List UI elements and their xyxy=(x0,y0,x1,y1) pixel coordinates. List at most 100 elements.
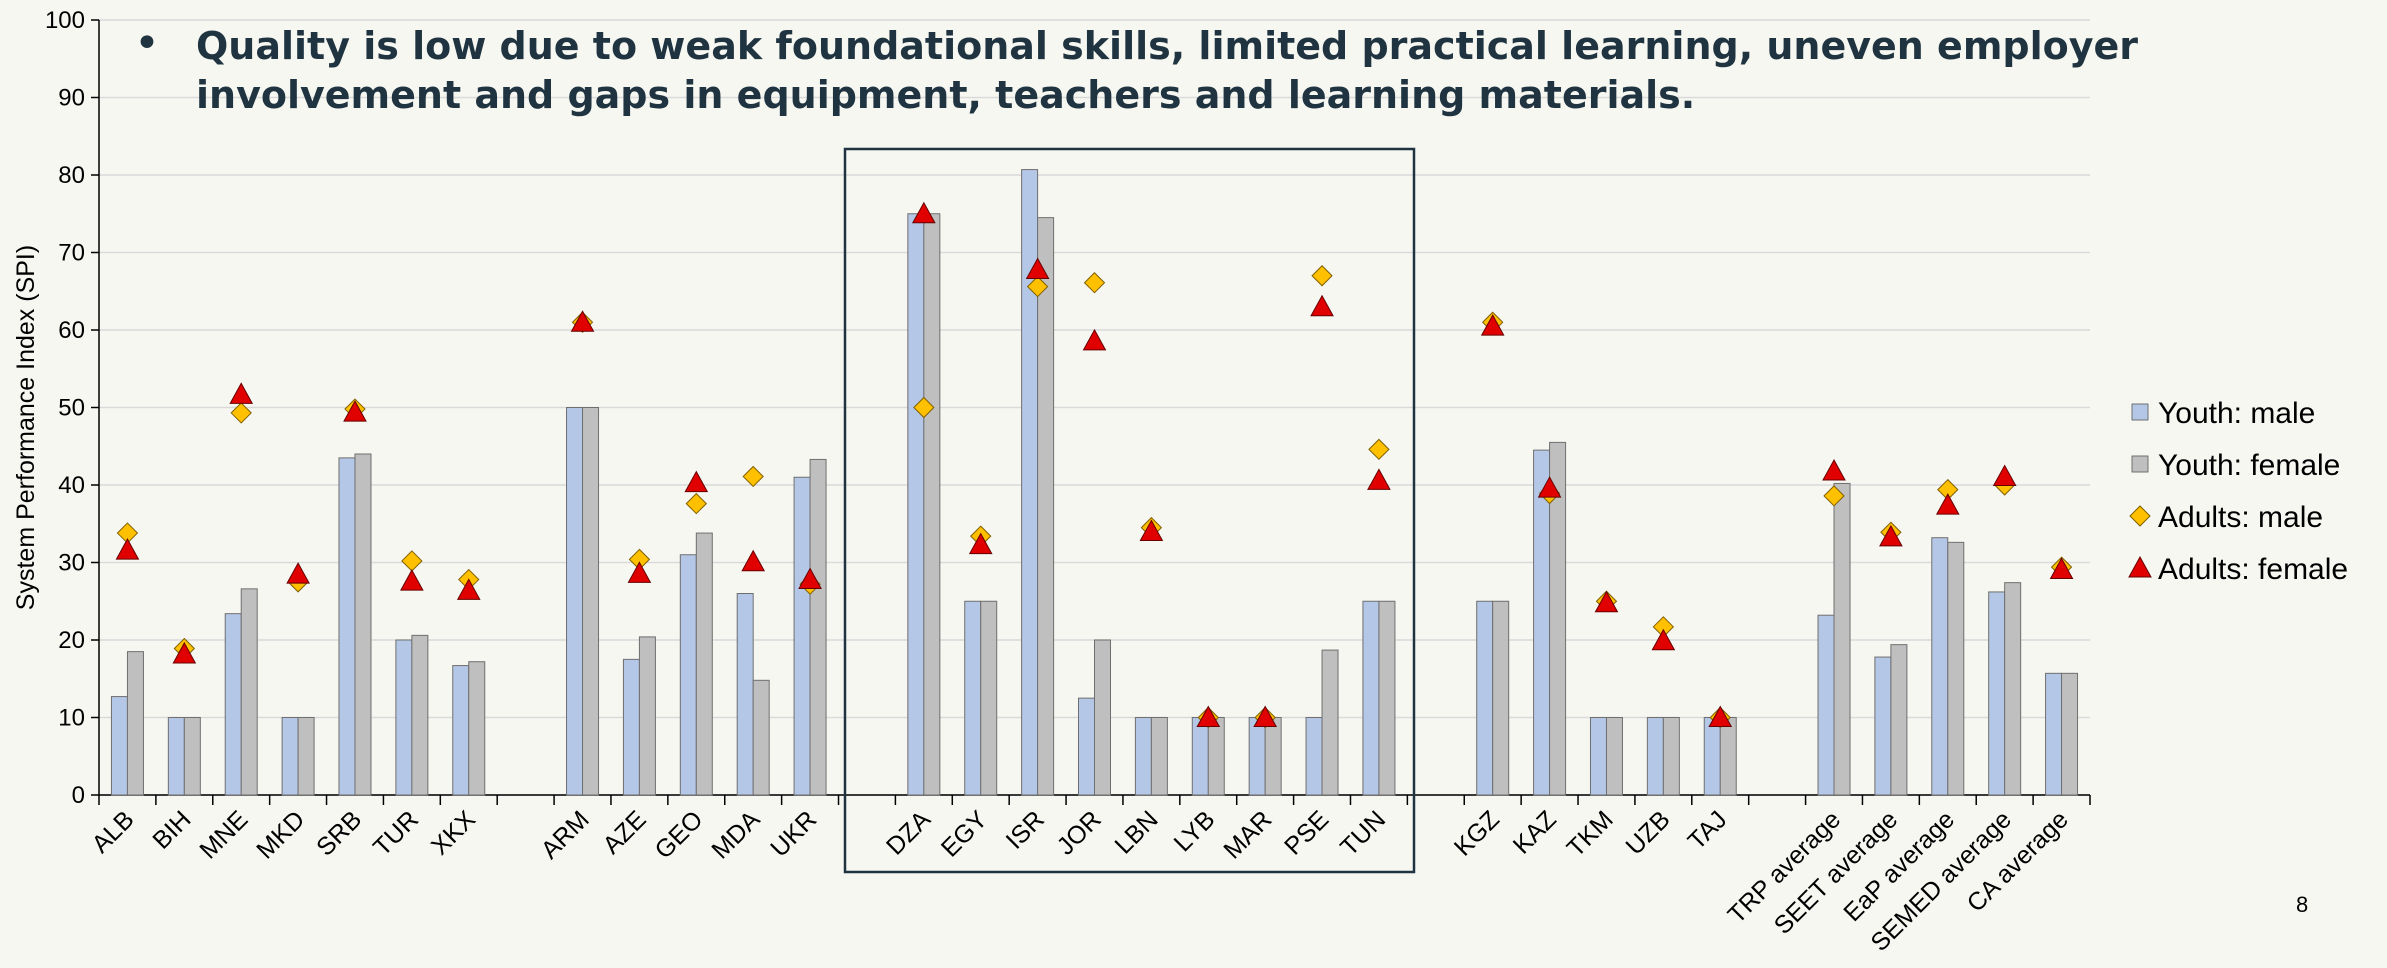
y-tick-label: 50 xyxy=(58,395,85,422)
triangle-marker xyxy=(741,549,766,572)
legend-swatch xyxy=(2128,555,2152,578)
triangle-marker xyxy=(684,470,709,493)
bar xyxy=(2004,582,2022,796)
bar xyxy=(1378,600,1396,796)
x-tick-label: GEO xyxy=(649,805,708,864)
bar xyxy=(240,588,258,796)
x-tick-label: ISR xyxy=(1001,805,1050,854)
x-tick-label: UKR xyxy=(765,805,822,862)
bar xyxy=(923,213,941,796)
bar xyxy=(695,532,713,796)
legend-swatch xyxy=(2131,455,2149,473)
x-tick-label: KGZ xyxy=(1449,805,1505,861)
x-tick-label: KAZ xyxy=(1508,805,1562,859)
triangle-marker xyxy=(968,532,993,555)
x-tick-label: DZA xyxy=(881,805,936,860)
bar xyxy=(1646,717,1664,796)
bar xyxy=(1094,639,1111,796)
y-tick-label: 60 xyxy=(58,317,85,344)
triangle-marker xyxy=(1651,628,1676,651)
triangle-marker xyxy=(2049,557,2074,579)
triangle-marker xyxy=(343,400,367,422)
diamond-marker xyxy=(401,550,423,572)
triangle-marker xyxy=(1367,468,1391,490)
bar xyxy=(1817,614,1835,796)
x-tick-label: TKM xyxy=(1562,805,1619,862)
x-tick-label: ALB xyxy=(86,805,139,858)
bar xyxy=(1150,717,1168,796)
x-tick-label: MAR xyxy=(1218,805,1277,864)
bar xyxy=(622,658,640,796)
bar xyxy=(1362,600,1380,796)
bar xyxy=(793,476,811,796)
bar xyxy=(1305,717,1323,796)
bar xyxy=(1191,717,1209,796)
x-tick-label: MKD xyxy=(251,805,310,864)
bar xyxy=(1476,600,1494,796)
x-tick-label: LBN xyxy=(1109,805,1163,859)
bar xyxy=(1549,441,1567,796)
diamond-marker xyxy=(1311,265,1333,287)
bar xyxy=(167,717,185,796)
triangle-marker xyxy=(1992,464,2017,486)
bar xyxy=(110,696,128,796)
triangle-marker xyxy=(286,562,310,584)
triangle-marker xyxy=(172,641,197,664)
bar xyxy=(980,600,998,796)
y-tick-label: 0 xyxy=(72,782,85,809)
triangle-marker xyxy=(1935,493,1960,515)
x-tick-label: EGY xyxy=(936,805,993,862)
bar xyxy=(1947,541,1965,796)
triangle-marker xyxy=(1139,519,1164,541)
bar xyxy=(1533,449,1551,796)
triangle-marker xyxy=(1708,705,1733,727)
x-tick-label: XKX xyxy=(426,805,481,860)
x-tick-label: PSE xyxy=(1279,805,1334,860)
group-box xyxy=(843,147,1416,874)
y-tick-label: 80 xyxy=(58,162,85,189)
y-tick-label: 30 xyxy=(58,550,85,577)
bar xyxy=(1207,717,1225,796)
bar xyxy=(1833,482,1851,796)
bar xyxy=(679,554,697,796)
diamond-marker xyxy=(1368,438,1390,461)
bar xyxy=(1703,717,1721,796)
triangle-marker xyxy=(1537,476,1562,498)
bullet: • xyxy=(134,18,160,69)
bar xyxy=(395,639,413,796)
bar xyxy=(1988,591,2006,796)
bar xyxy=(2061,672,2079,796)
bar xyxy=(582,407,600,796)
triangle-marker xyxy=(400,569,424,591)
bar xyxy=(354,453,372,796)
triangle-marker xyxy=(1253,705,1278,727)
y-tick-label: 40 xyxy=(58,472,85,499)
diamond-marker xyxy=(1026,275,1049,298)
bar xyxy=(183,717,201,796)
y-tick-label: 100 xyxy=(45,7,85,34)
y-tick-label: 70 xyxy=(58,240,85,267)
triangle-marker xyxy=(1822,459,1846,481)
diamond-marker xyxy=(685,492,708,515)
triangle-marker xyxy=(570,310,595,332)
bar xyxy=(566,407,584,796)
triangle-marker xyxy=(1310,294,1334,317)
x-tick-label: UZB xyxy=(1620,805,1675,860)
triangle-marker xyxy=(115,538,140,560)
triangle-marker xyxy=(1082,328,1107,351)
triangle-marker xyxy=(1879,524,1903,547)
bar xyxy=(736,593,754,796)
bar xyxy=(1492,600,1510,796)
bar xyxy=(281,717,299,796)
bar xyxy=(1589,717,1607,796)
bar xyxy=(1248,717,1266,796)
bar xyxy=(1264,717,1282,796)
bar xyxy=(907,213,925,796)
triangle-marker xyxy=(1480,314,1505,336)
bar xyxy=(638,636,656,796)
diamond-marker xyxy=(1083,272,1106,294)
legend-label: Youth: male xyxy=(2158,397,2315,430)
page-number: 8 xyxy=(2296,892,2309,917)
bar xyxy=(468,661,486,796)
bar xyxy=(809,458,827,796)
